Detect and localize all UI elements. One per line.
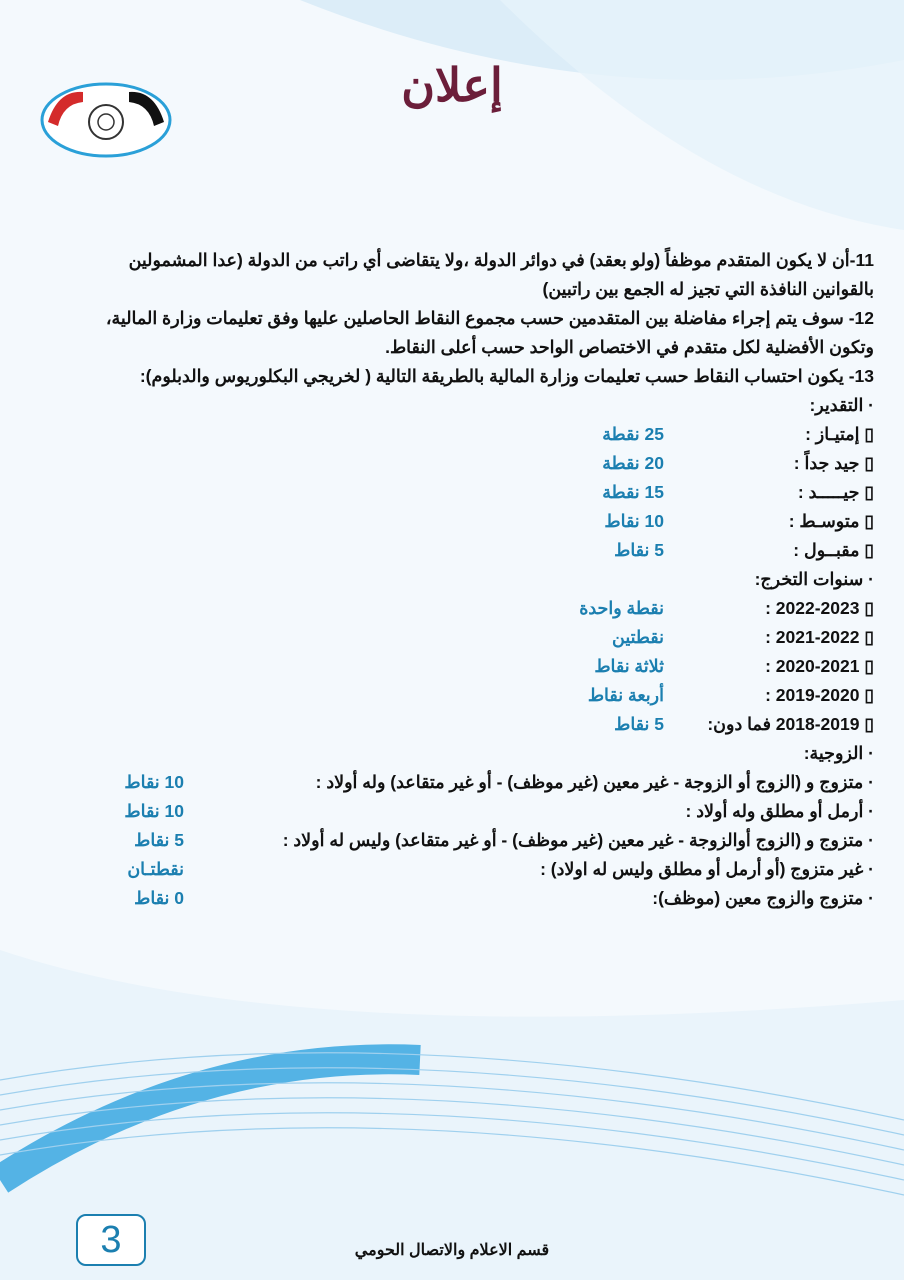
grade-item-label: ▯ متوسـط :: [788, 511, 874, 531]
grade-item-label: ▯ جيـــــد :: [797, 482, 874, 502]
marital-item-value: نقطتـان: [127, 859, 184, 879]
marital-heading: · الزوجية:: [803, 743, 874, 763]
marital-item: · متزوج و (الزوج أو الزوجة - غير معين (غ…: [64, 768, 874, 797]
marital-item: · متزوج والزوج معين (موظف): 0 نقاط: [64, 884, 874, 913]
graduation-item-label: ▯ 2021-2022 :: [765, 627, 874, 647]
condition-11: 11-أن لا يكون المتقدم موظفاً (ولو بعقد) …: [128, 250, 874, 299]
grade-item-label: ▯ جيد جداً :: [793, 453, 874, 473]
graduation-item-value: 5 نقاط: [614, 714, 664, 734]
graduation-item-value: أربعة نقاط: [587, 685, 664, 705]
marital-item-value: 10 نقاط: [124, 772, 184, 792]
grade-item-value: 5 نقاط: [614, 540, 664, 560]
grade-item: ▯ إمتيـاز : 25 نقطة: [64, 420, 874, 449]
grade-item: ▯ مقبــول : 5 نقاط: [64, 536, 874, 565]
graduation-item: ▯ 2021-2022 : نقطتين: [64, 623, 874, 652]
condition-13: 13- يكون احتساب النقاط حسب تعليمات وزارة…: [139, 366, 874, 386]
graduation-item: ▯ 2019-2020 : أربعة نقاط: [64, 681, 874, 710]
graduation-item-value: نقطتين: [612, 627, 664, 647]
baghdad-governorate-logo: [40, 82, 172, 158]
graduation-item-value: نقطة واحدة: [579, 598, 664, 618]
page-number: 3: [76, 1214, 146, 1266]
graduation-item: ▯ 2020-2021 : ثلاثة نقاط: [64, 652, 874, 681]
grade-item-value: 25 نقطة: [602, 424, 664, 444]
grade-item: ▯ جيد جداً : 20 نقطة: [64, 449, 874, 478]
announcement-body: 11-أن لا يكون المتقدم موظفاً (ولو بعقد) …: [64, 246, 874, 913]
marital-item: · أرمل أو مطلق وله أولاد : 10 نقاط: [64, 797, 874, 826]
footer-department: قسم الاعلام والاتصال الحومي: [354, 1242, 550, 1259]
marital-item: · متزوج و (الزوج أوالزوجة - غير معين (غي…: [64, 826, 874, 855]
marital-item-label: · متزوج والزوج معين (موظف):: [652, 888, 874, 908]
graduation-item: ▯ 2018-2019 فما دون: 5 نقاط: [64, 710, 874, 739]
grade-item-value: 20 نقطة: [602, 453, 664, 473]
marital-item-label: · متزوج و (الزوج أوالزوجة - غير معين (غي…: [282, 830, 874, 850]
marital-item: · غير متزوج (أو أرمل أو مطلق وليس له اول…: [64, 855, 874, 884]
marital-item-value: 10 نقاط: [124, 801, 184, 821]
graduation-heading: · سنوات التخرج:: [754, 569, 874, 589]
grade-item: ▯ متوسـط : 10 نقاط: [64, 507, 874, 536]
marital-item-label: · غير متزوج (أو أرمل أو مطلق وليس له اول…: [540, 859, 874, 879]
condition-12: 12- سوف يتم إجراء مفاضلة بين المتقدمين ح…: [105, 308, 874, 357]
grade-item-value: 15 نقطة: [602, 482, 664, 502]
graduation-item-label: ▯ 2020-2021 :: [765, 656, 874, 676]
graduation-item-label: ▯ 2019-2020 :: [765, 685, 874, 705]
graduation-item: ▯ 2022-2023 : نقطة واحدة: [64, 594, 874, 623]
marital-item-value: 5 نقاط: [134, 830, 184, 850]
grade-item-label: ▯ مقبــول :: [793, 540, 874, 560]
grade-item: ▯ جيـــــد : 15 نقطة: [64, 478, 874, 507]
grade-item-label: ▯ إمتيـاز :: [805, 424, 874, 444]
grade-item-value: 10 نقاط: [604, 511, 664, 531]
marital-item-value: 0 نقاط: [134, 888, 184, 908]
graduation-item-label: ▯ 2018-2019 فما دون:: [707, 714, 874, 734]
marital-item-label: · متزوج و (الزوج أو الزوجة - غير معين (غ…: [315, 772, 874, 792]
graduation-item-label: ▯ 2022-2023 :: [765, 598, 874, 618]
marital-item-label: · أرمل أو مطلق وله أولاد :: [685, 801, 874, 821]
grade-heading: · التقدير:: [809, 395, 874, 415]
page-title: إعلان: [401, 59, 503, 111]
graduation-item-value: ثلاثة نقاط: [594, 656, 664, 676]
